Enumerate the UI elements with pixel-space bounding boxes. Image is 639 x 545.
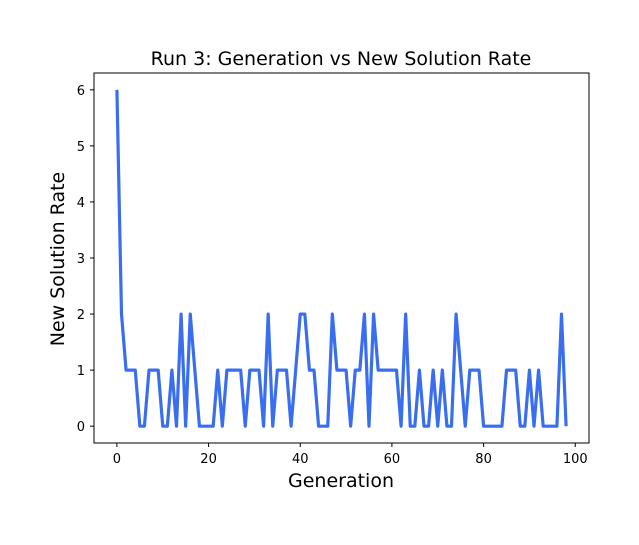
series-line-0 <box>115 89 568 428</box>
y-tick-label: 6 <box>77 84 85 99</box>
x-tick-label: 60 <box>384 452 401 467</box>
x-tick-label: 20 <box>200 452 217 467</box>
y-tick-label: 0 <box>77 420 85 435</box>
plot-area-frame <box>93 72 590 444</box>
axis-ticks: 0 20 40 60 80 100 0 1 2 3 4 5 6 <box>77 84 588 467</box>
x-tick-label: 0 <box>113 452 121 467</box>
x-axis-label: Generation <box>288 470 394 492</box>
x-tick-label: 40 <box>292 452 309 467</box>
y-axis-label: New Solution Rate <box>47 172 69 347</box>
y-tick-label: 3 <box>77 252 85 267</box>
x-tick-label: 80 <box>475 452 492 467</box>
y-tick-label: 1 <box>77 364 85 379</box>
y-tick-label: 5 <box>77 140 85 155</box>
y-tick-label: 2 <box>77 308 85 323</box>
y-tick-label: 4 <box>77 196 85 211</box>
series-layer <box>115 89 568 428</box>
chart-title: Run 3: Generation vs New Solution Rate <box>151 48 532 70</box>
x-tick-label: 100 <box>563 452 588 467</box>
